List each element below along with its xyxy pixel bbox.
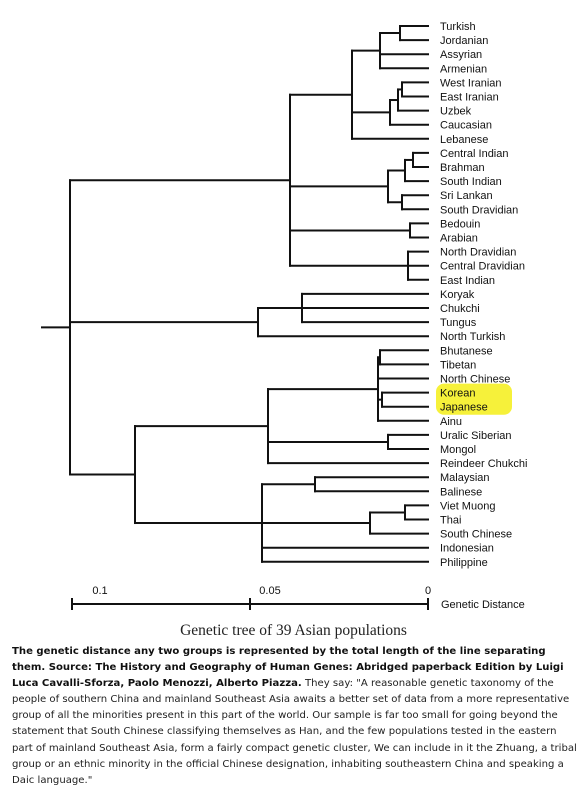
population-label: Reindeer Chukchi [440, 458, 527, 470]
scale-tick-label: 0 [425, 585, 431, 597]
genetic-tree: Turkish Jordanian Assyrian Armenian West Ira… [41, 21, 527, 611]
population-label: Lebanese [440, 134, 488, 146]
scale-axis-label: Genetic Distance [441, 599, 525, 611]
population-label: East Iranian [440, 92, 499, 104]
population-label: Brahman [440, 162, 485, 174]
population-label: South Chinese [440, 529, 512, 541]
population-label: East Indian [440, 275, 495, 287]
population-label: Chukchi [440, 303, 480, 315]
population-label: Tibetan [440, 359, 476, 371]
scale-tick-label: 0.1 [92, 585, 107, 597]
population-label: South Indian [440, 176, 502, 188]
population-label: Central Indian [440, 148, 509, 160]
population-label: Central Dravidian [440, 261, 525, 273]
population-label: West Iranian [440, 77, 502, 89]
population-label: Japanese [440, 402, 488, 414]
population-label: North Chinese [440, 374, 510, 386]
population-label: Bhutanese [440, 345, 493, 357]
caption-source: The genetic distance any two groups is r… [12, 646, 564, 690]
scale-tick-label: 0.05 [259, 585, 280, 597]
population-label: Bedouin [440, 218, 480, 230]
population-label: Armenian [440, 63, 487, 75]
population-label: North Turkish [440, 331, 505, 343]
population-label: Tungus [440, 317, 477, 329]
population-label: Koryak [440, 289, 475, 301]
population-label: South Dravidian [440, 204, 518, 216]
population-label: Viet Muong [440, 500, 495, 512]
population-label: Balinese [440, 486, 482, 498]
population-label: Indonesian [440, 543, 494, 555]
population-label: Uzbek [440, 106, 472, 118]
highlight-marker [436, 383, 512, 415]
population-label: Mongol [440, 444, 476, 456]
population-label: Philippine [440, 557, 488, 569]
population-label: Turkish [440, 21, 476, 33]
population-label: Sri Lankan [440, 190, 493, 202]
population-label: Caucasian [440, 120, 492, 132]
caption-body: The genetic distance any two groups is r… [12, 644, 577, 789]
population-label: Assyrian [440, 49, 482, 61]
population-label: Ainu [440, 416, 462, 428]
population-label: Korean [440, 388, 475, 400]
population-label: Thai [440, 515, 461, 527]
caption-title: Genetic tree of 39 Asian populations [180, 622, 407, 639]
population-label: Jordanian [440, 35, 488, 47]
population-label: Arabian [440, 233, 478, 245]
caption-quote: They say: "A reasonable genetic taxonomy… [12, 678, 577, 786]
distance-scale: 0.1 0.05 0 Genetic Distance [71, 585, 525, 611]
population-label: North Dravidian [440, 247, 516, 259]
population-label: Malaysian [440, 472, 490, 484]
population-label: Uralic Siberian [440, 430, 512, 442]
